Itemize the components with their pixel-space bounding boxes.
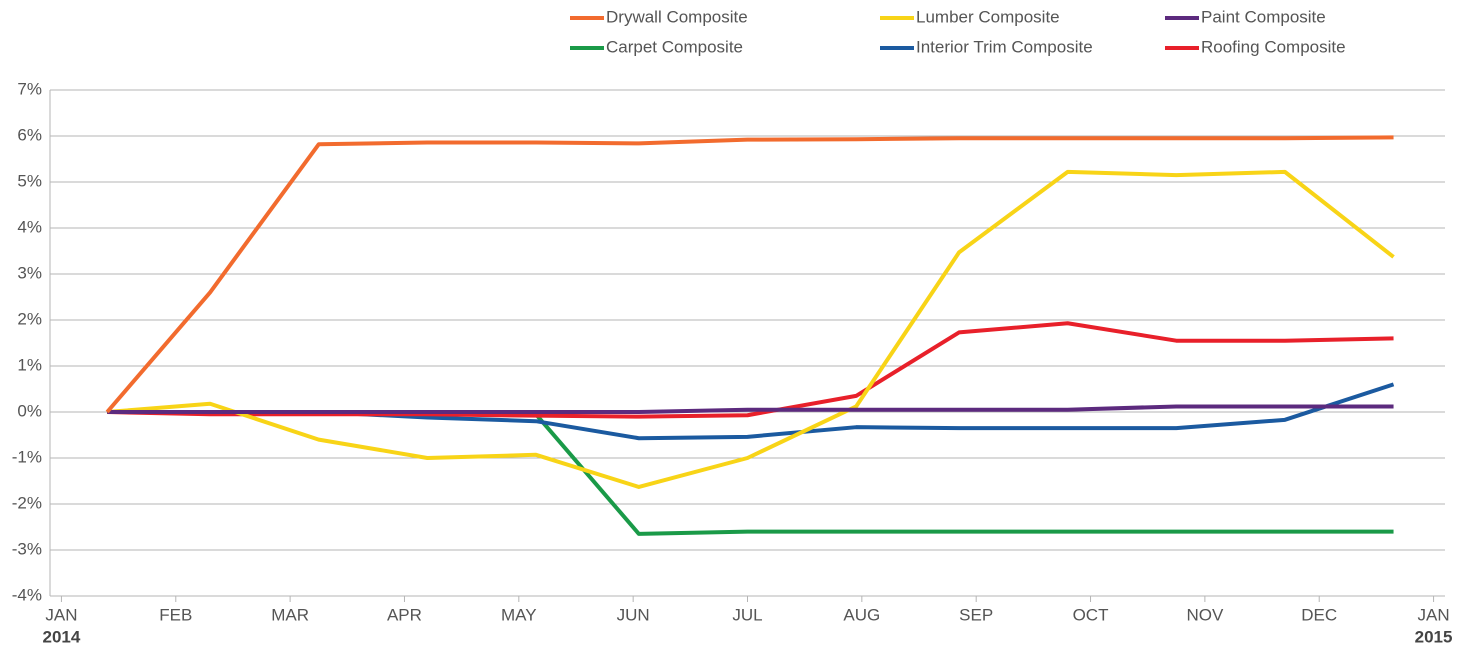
x-tick-label: JUN — [617, 605, 650, 624]
y-tick-label: -1% — [12, 447, 42, 466]
line-series — [107, 169, 1395, 489]
legend-label: Lumber Composite — [916, 7, 1060, 26]
legend-label: Paint Composite — [1201, 7, 1326, 26]
y-tick-label: 3% — [17, 263, 42, 282]
y-tick-label: 1% — [17, 355, 42, 374]
x-tick-label: NOV — [1186, 605, 1224, 624]
line-series — [107, 404, 1394, 414]
line-series — [107, 410, 1394, 536]
x-tick-label: AUG — [843, 605, 880, 624]
year-label: 2015 — [1415, 627, 1453, 646]
x-tick-label: JAN — [1418, 605, 1450, 624]
y-tick-label: 4% — [17, 217, 42, 236]
x-tick-label: MAY — [501, 605, 537, 624]
line-series — [105, 135, 1394, 414]
year-label: 2014 — [43, 627, 81, 646]
legend-label: Carpet Composite — [606, 37, 743, 56]
x-tick-label: SEP — [959, 605, 993, 624]
x-tick-label: MAR — [271, 605, 309, 624]
x-tick-label: OCT — [1073, 605, 1109, 624]
legend-label: Roofing Composite — [1201, 37, 1346, 56]
x-tick-label: FEB — [159, 605, 192, 624]
y-tick-label: -4% — [12, 585, 42, 604]
line-series — [107, 321, 1394, 419]
y-tick-label: 5% — [17, 171, 42, 190]
y-tick-label: 6% — [17, 125, 42, 144]
y-tick-label: -3% — [12, 539, 42, 558]
x-tick-label: JAN — [45, 605, 77, 624]
y-tick-label: 2% — [17, 309, 42, 328]
y-tick-label: 0% — [17, 401, 42, 420]
x-tick-label: APR — [387, 605, 422, 624]
legend-label: Interior Trim Composite — [916, 37, 1093, 56]
y-tick-label: 7% — [17, 79, 42, 98]
x-tick-label: DEC — [1301, 605, 1337, 624]
legend-label: Drywall Composite — [606, 7, 748, 26]
x-tick-label: JUL — [732, 605, 762, 624]
y-tick-label: -2% — [12, 493, 42, 512]
